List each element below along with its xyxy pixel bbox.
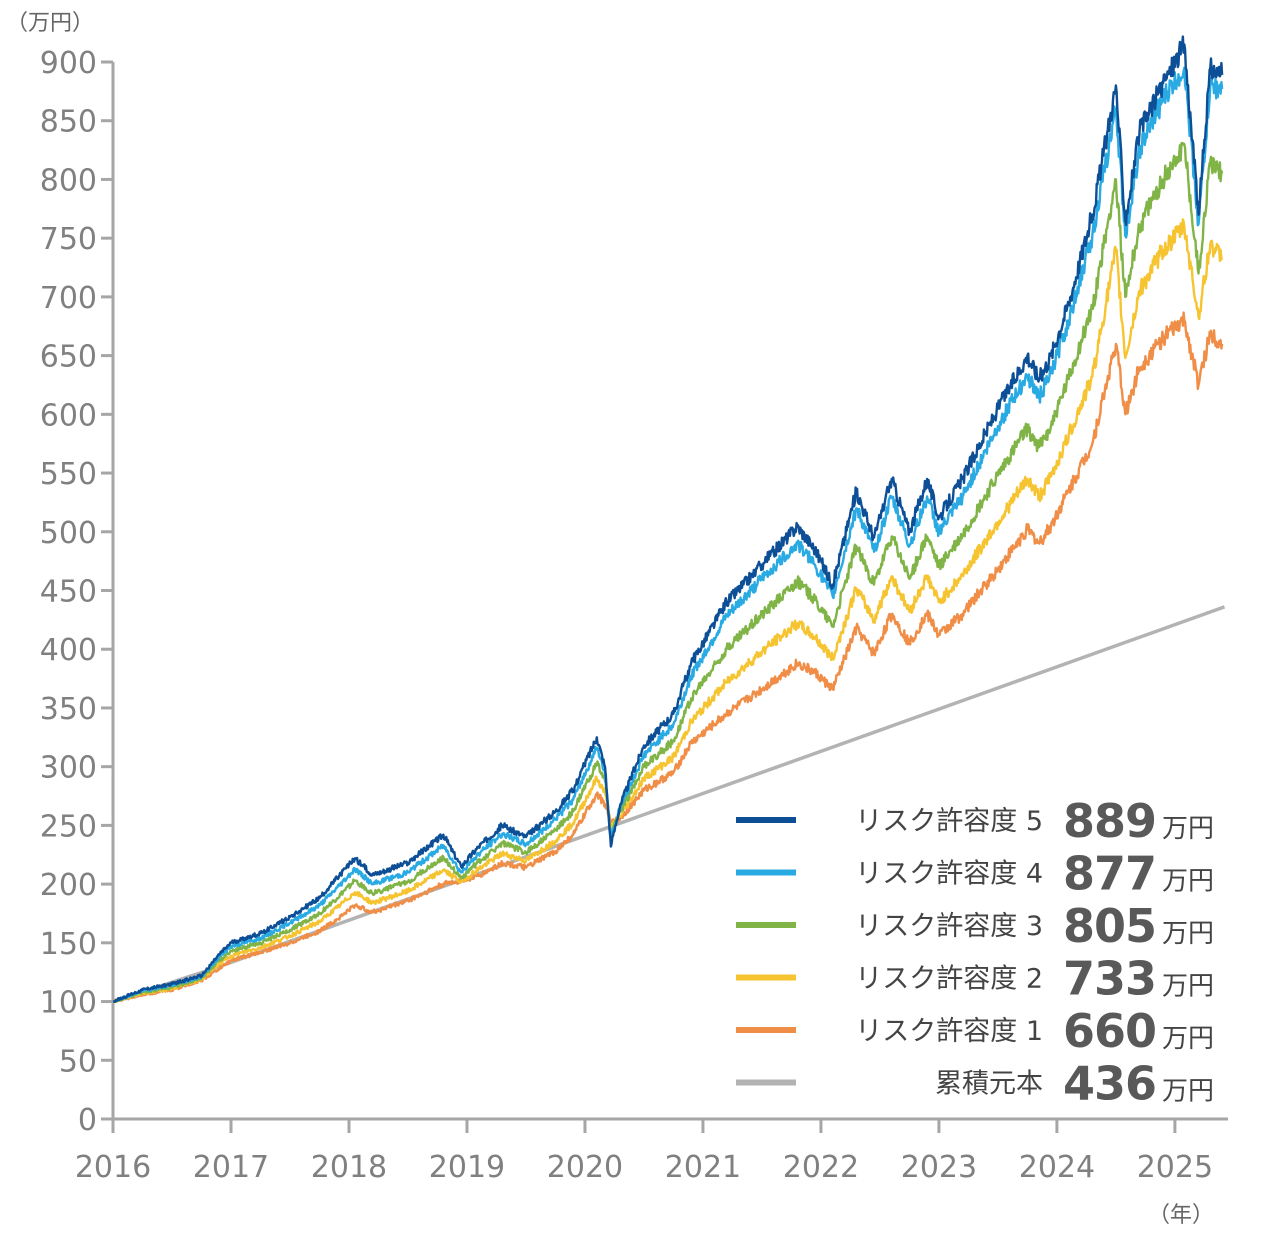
y-tick-label: 850 <box>40 105 97 140</box>
x-tick-label: 2021 <box>665 1150 741 1185</box>
y-tick-label: 50 <box>59 1044 97 1079</box>
series-line-1 <box>112 311 1224 1004</box>
x-tick-label: 2022 <box>783 1150 859 1185</box>
x-tick-label: 2024 <box>1019 1150 1095 1185</box>
legend-label-principal: 累積元本 <box>935 1069 1043 1100</box>
legend-label-2: リスク許容度 2 <box>855 964 1043 995</box>
legend-label-1: リスク許容度 1 <box>855 1016 1043 1047</box>
legend-unit-5: 万円 <box>1162 814 1214 844</box>
y-tick-label: 750 <box>40 222 97 257</box>
y-tick-label: 600 <box>40 398 97 433</box>
series-line-4 <box>112 66 1224 1003</box>
y-tick-label: 450 <box>40 575 97 610</box>
y-tick-label: 900 <box>40 46 97 81</box>
y-tick-label: 550 <box>40 457 97 492</box>
x-tick-label: 2023 <box>901 1150 977 1185</box>
y-tick-label: 200 <box>40 868 97 903</box>
x-tick-label: 2020 <box>547 1150 623 1185</box>
y-tick-label: 700 <box>40 281 97 316</box>
x-tick-label: 2019 <box>429 1150 505 1185</box>
axes-layer: 0 50 100 150 200 250 300 350 400 450 500 550 600 650 7… <box>40 46 1228 1185</box>
legend-unit-principal: 万円 <box>1162 1077 1214 1107</box>
y-tick-label: 400 <box>40 633 97 668</box>
legend-unit-1: 万円 <box>1162 1024 1214 1054</box>
legend-unit-2: 万円 <box>1162 972 1214 1002</box>
y-tick-label: 350 <box>40 692 97 727</box>
series-line-3 <box>112 141 1224 1003</box>
y-axis-unit-label: （万円） <box>6 11 94 36</box>
legend-value-principal: 436 <box>1063 1057 1156 1111</box>
x-tick-label: 2016 <box>75 1150 151 1185</box>
series-line-5 <box>112 35 1224 1003</box>
y-tick-label: 250 <box>40 809 97 844</box>
y-tick-label: 150 <box>40 927 97 962</box>
legend-unit-3: 万円 <box>1162 919 1214 949</box>
legend-value-4: 877 <box>1063 847 1156 901</box>
y-tick-label: 500 <box>40 516 97 551</box>
legend-label-4: リスク許容度 4 <box>855 859 1043 890</box>
y-tick-label: 0 <box>78 1103 97 1138</box>
legend-label-3: リスク許容度 3 <box>855 911 1043 942</box>
series-layer <box>112 35 1226 1004</box>
x-axis-unit-label: （年） <box>1148 1203 1214 1228</box>
legend-unit-4: 万円 <box>1162 867 1214 897</box>
x-tick-label: 2017 <box>193 1150 269 1185</box>
legend-label-5: リスク許容度 5 <box>855 806 1043 837</box>
legend-value-2: 733 <box>1063 952 1156 1006</box>
x-tick-label: 2018 <box>311 1150 387 1185</box>
series-line-2 <box>112 218 1224 1004</box>
legend-value-3: 805 <box>1063 899 1156 953</box>
y-tick-label: 300 <box>40 751 97 786</box>
x-tick-label: 2025 <box>1137 1150 1213 1185</box>
legend-value-1: 660 <box>1063 1004 1156 1058</box>
y-tick-label: 650 <box>40 340 97 375</box>
legend-value-5: 889 <box>1063 794 1156 848</box>
y-tick-label: 800 <box>40 163 97 198</box>
y-tick-label: 100 <box>40 986 97 1021</box>
